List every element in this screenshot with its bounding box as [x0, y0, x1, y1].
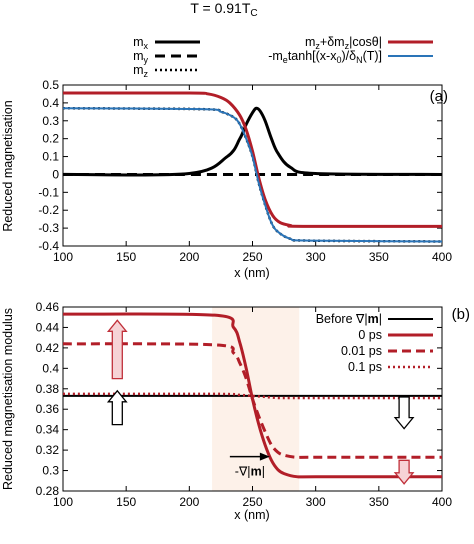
x-tick-label: 200	[179, 495, 199, 509]
series-001ps	[62, 342, 442, 459]
panel-a-series	[62, 91, 443, 243]
x-tick-label: 300	[306, 495, 326, 509]
panel-b-y-ticks: 0.28 0.3 0.32 0.34 0.36 0.38 0.4 0.42 0.44 0.46	[36, 300, 442, 498]
x-tick-label: 350	[369, 495, 389, 509]
y-tick-label: 0.34	[36, 423, 60, 437]
y-tick-label: -0.1	[38, 185, 59, 199]
panel-b-arrows	[106, 319, 415, 485]
gradient-label: -∇|m|	[235, 465, 265, 479]
y-tick-label: -0.2	[38, 203, 59, 217]
panel-a-y-ticks: -0.4 -0.3 -0.2 -0.1 0 0.1 0.2 0.3 0.4 0.5	[38, 78, 442, 253]
y-tick-label: 0.38	[36, 382, 60, 396]
y-tick-label: 0.4	[42, 361, 59, 375]
legend-tanh-label: -metanh[(x-x0)/δN(T)]	[268, 49, 382, 65]
panel-a-legend-left: mx my mz	[133, 35, 200, 79]
legend-01ps-label: 0.1 ps	[348, 360, 382, 374]
x-tick-label: 400	[432, 495, 452, 509]
x-tick-label: 400	[432, 250, 452, 264]
y-tick-label: 0.36	[36, 402, 60, 416]
series-01ps	[62, 392, 442, 400]
panel-a-legend-right: mz+δmz|cosθ| -metanh[(x-x0)/δN(T)]	[268, 35, 433, 65]
panel-a-label: (a)	[430, 88, 448, 105]
x-tick-label: 350	[369, 250, 389, 264]
legend-0ps-label: 0 ps	[358, 328, 382, 342]
legend-my-label: my	[133, 49, 148, 65]
block-arrow-down	[393, 459, 415, 485]
gradient-annotation: -∇|m|	[229, 452, 270, 479]
block-arrow-up	[106, 319, 128, 380]
y-tick-label: 0.4	[42, 96, 59, 110]
series-tanh-fit	[62, 107, 443, 243]
series-mz-dmz	[62, 91, 443, 228]
y-tick-label: 0.2	[42, 132, 59, 146]
panel-b-legend: Before ∇|m| 0 ps 0.01 ps 0.1 ps	[316, 312, 433, 374]
panel-a-x-label: x (nm)	[234, 266, 269, 280]
panel-b-x-ticks: 100 150 200 250 300 350 400	[53, 307, 452, 509]
x-tick-label: 100	[53, 495, 73, 509]
legend-before-label: Before ∇|m|	[316, 312, 382, 326]
y-tick-label: 0.32	[36, 443, 60, 457]
x-tick-label: 250	[242, 250, 262, 264]
y-tick-label: 0.42	[36, 341, 60, 355]
panel-b-label: (b)	[452, 306, 470, 323]
x-tick-label: 150	[116, 495, 136, 509]
block-arrow-down	[393, 396, 415, 430]
y-tick-label: 0.5	[42, 78, 59, 92]
gradient-arrow-head	[259, 452, 270, 461]
x-tick-label: 250	[242, 495, 262, 509]
panel-b: 0.28 0.3 0.32 0.34 0.36 0.38 0.4 0.42 0.44 0.46 1…	[1, 300, 470, 522]
x-tick-label: 300	[306, 250, 326, 264]
y-tick-label: 0.3	[42, 114, 59, 128]
legend-mz-dmz-label: mz+δmz|cosθ|	[305, 35, 382, 51]
panel-b-shaded-region	[212, 307, 300, 491]
y-tick-label: -0.3	[38, 221, 59, 235]
y-tick-label: 0.28	[36, 484, 60, 498]
legend-mx-label: mx	[133, 35, 148, 51]
y-tick-label: 0.44	[36, 320, 60, 334]
x-tick-label: 150	[116, 250, 136, 264]
legend-mz-label: mz	[133, 63, 148, 79]
series-mx	[62, 106, 443, 177]
y-tick-label: -0.4	[38, 239, 59, 253]
panel-a-y-label: Reduced magnetisation	[1, 100, 15, 231]
series-0ps	[62, 312, 442, 479]
x-tick-label: 100	[53, 250, 73, 264]
panel-b-y-label: Reduced magnetisation modulus	[1, 308, 15, 490]
panel-b-x-label: x (nm)	[234, 508, 269, 522]
panel-a-x-ticks: 100 150 200 250 300 350 400	[53, 85, 452, 264]
panel-b-series	[62, 312, 442, 479]
x-tick-label: 200	[179, 250, 199, 264]
legend-001ps-label: 0.01 ps	[341, 344, 382, 358]
y-tick-label: 0.46	[36, 300, 60, 314]
y-tick-label: 0	[52, 167, 59, 181]
figure-title: T = 0.91TC	[190, 0, 257, 19]
y-tick-label: 0.3	[42, 464, 59, 478]
panel-a: -0.4 -0.3 -0.2 -0.1 0 0.1 0.2 0.3 0.4 0.5 100 150 2…	[1, 35, 452, 280]
y-tick-label: 0.1	[42, 150, 59, 164]
block-arrow-up	[106, 389, 128, 426]
